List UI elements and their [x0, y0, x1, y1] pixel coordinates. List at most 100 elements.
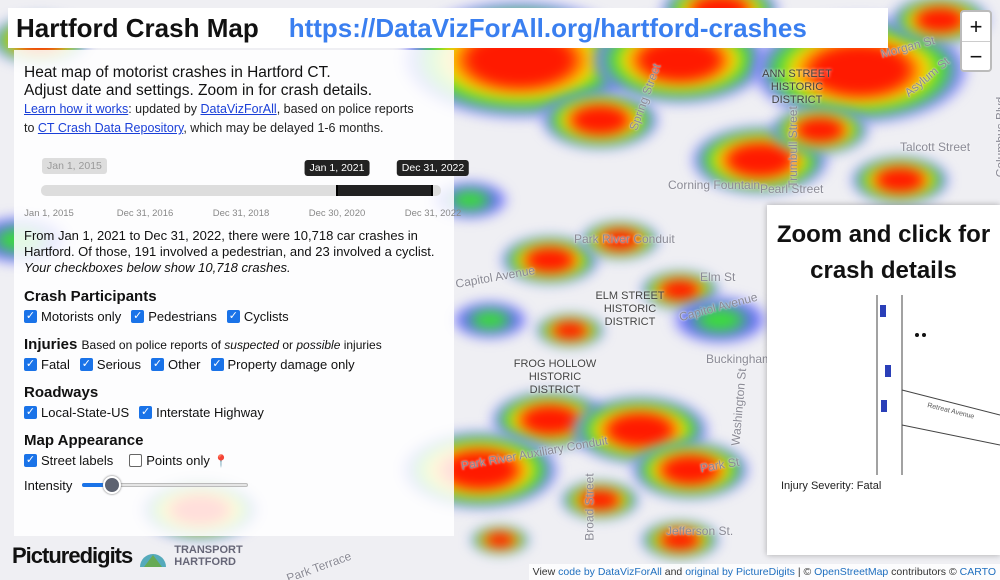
district-label: ANN STREET HISTORIC DISTRICT	[762, 68, 832, 106]
tick-label: Dec 31, 2018	[212, 208, 270, 219]
participants-checkbox[interactable]: ✓ Motorists only	[24, 309, 121, 324]
injuries-heading: Injuries Based on police reports of susp…	[24, 336, 444, 353]
street-label: Washington St	[728, 367, 750, 447]
check-icon: ✓	[24, 454, 37, 467]
label: Interstate Highway	[156, 405, 264, 420]
picturedigits-logo: Picturedigits	[12, 543, 133, 568]
title-bar: Hartford Crash Map https://DataVizForAll…	[8, 8, 888, 48]
learn-link[interactable]: Learn how it works	[24, 102, 129, 116]
label: Fatal	[41, 357, 70, 372]
heat-blob	[580, 220, 660, 260]
street-label: Park River Conduit	[574, 232, 675, 246]
participants-checkbox[interactable]: ✓ Pedestrians	[131, 309, 217, 324]
check-icon: ✓	[24, 406, 37, 419]
street-label: Trumbull Street	[785, 106, 800, 188]
label: Points only	[146, 453, 210, 468]
date-range-slider[interactable]: Jan 1, 2015 Jan 1, 2021 Dec 31, 2022 Jan…	[24, 156, 470, 222]
label: Cyclists	[243, 309, 289, 324]
injuries-checkbox[interactable]: ✓ Serious	[79, 357, 141, 372]
control-panel: Heat map of motorist crashes in Hartford…	[14, 50, 470, 536]
street-label: Buckingham	[706, 352, 773, 366]
label: Other	[167, 357, 201, 372]
street-label: Corning Fountain	[668, 178, 761, 192]
check-icon: ✓	[150, 358, 164, 371]
heat-blob	[560, 480, 640, 520]
intensity-label: Intensity	[24, 477, 73, 493]
intro-line-1: Heat map of motorist crashes in Hartford…	[24, 64, 331, 81]
start-handle-label[interactable]: Jan 1, 2021	[304, 160, 370, 176]
roadways-heading: Roadways	[24, 384, 99, 401]
district-label: FROG HOLLOW HISTORIC DISTRICT	[513, 358, 597, 396]
heat-blob	[770, 105, 870, 155]
credits: Learn how it works: updated by DataVizFo…	[24, 100, 444, 138]
points-only-checkbox[interactable]: Points only 📍	[129, 453, 229, 468]
tick-label: Dec 31, 2022	[404, 208, 462, 219]
street-label: Park Terrace	[284, 548, 354, 580]
intro-line-2: Adjust date and settings. Zoom in for cr…	[24, 82, 373, 99]
site-link[interactable]: https://DataVizForAll.org/hartford-crash…	[288, 12, 807, 43]
street-label: Broad Street	[582, 473, 597, 541]
heat-blob	[640, 520, 720, 560]
label: Local-State-US	[41, 405, 130, 420]
appearance-heading: Map Appearance	[24, 432, 144, 449]
repo-link[interactable]: CT Crash Data Repository	[37, 121, 184, 135]
tick-label: Jan 1, 2015	[24, 208, 74, 219]
street-label: Pearl Street	[760, 182, 824, 196]
slider-thumb[interactable]	[103, 476, 122, 494]
injuries-checkbox[interactable]: ✓ Other	[150, 357, 201, 372]
street-label: Columbus Blvd	[993, 96, 1000, 178]
osm-link[interactable]: OpenStreetMap	[814, 566, 889, 578]
tick-label: Dec 30, 2020	[308, 208, 366, 219]
transport-hartford-logo-icon	[140, 554, 167, 567]
roadways-checkbox[interactable]: ✓ Local-State-US	[24, 405, 129, 420]
diagram-street: Retreat Avenue	[927, 402, 975, 420]
heat-blob	[630, 440, 750, 500]
text: : updated by	[128, 102, 201, 116]
page-title: Hartford Crash Map	[16, 12, 259, 43]
logos: Picturedigits TRANSPORT HARTFORD	[12, 543, 243, 569]
zoom-out-button[interactable]: −	[962, 41, 990, 70]
label: Serious	[96, 357, 141, 372]
zoom-control: + −	[960, 10, 992, 72]
heat-blob	[450, 300, 530, 340]
slider-track	[41, 185, 441, 196]
checkbox-empty-icon	[129, 454, 143, 467]
street-label: Elm St	[700, 270, 736, 284]
check-icon: ✓	[131, 310, 145, 323]
street-label: Talcott Street	[900, 140, 971, 154]
zoom-in-button[interactable]: +	[969, 14, 983, 39]
text: , which may be delayed 1-6 months.	[183, 121, 384, 135]
datavizforall-link[interactable]: DataVizForAll	[200, 102, 277, 116]
attribution: View code by DataVizForAll and original …	[528, 564, 1000, 580]
label: Pedestrians	[148, 309, 217, 324]
intensity-slider[interactable]	[82, 476, 249, 494]
injuries-checkbox[interactable]: ✓ Property damage only	[210, 357, 355, 372]
carto-link[interactable]: CARTO	[959, 566, 996, 578]
heat-blob	[670, 295, 770, 345]
tick-label: Dec 31, 2016	[116, 208, 174, 219]
heat-blob	[535, 312, 605, 348]
check-icon: ✓	[24, 310, 37, 323]
check-icon: ✓	[139, 406, 153, 419]
original-link[interactable]: original by PictureDigits	[685, 566, 795, 578]
injury-severity: Injury Severity: Fatal	[781, 480, 882, 492]
summary: From Jan 1, 2021 to Dec 31, 2022, there …	[24, 228, 435, 259]
injuries-title: Injuries	[24, 336, 78, 353]
code-link[interactable]: code by DataVizForAll	[558, 566, 662, 578]
summary-text: From Jan 1, 2021 to Dec 31, 2022, there …	[24, 228, 444, 276]
popup-heading: Zoom and click for crash details	[776, 221, 991, 284]
participants-checkbox[interactable]: ✓ Cyclists	[226, 309, 289, 324]
label: Motorists only	[41, 309, 122, 324]
injuries-checkbox[interactable]: ✓ Fatal	[24, 357, 70, 372]
logo-text: TRANSPORT	[174, 544, 243, 556]
end-handle-label[interactable]: Dec 31, 2022	[396, 160, 470, 176]
participants-heading: Crash Participants	[24, 288, 157, 305]
street-labels-checkbox[interactable]: ✓ Street labels	[24, 453, 113, 468]
selected-range[interactable]	[336, 185, 433, 196]
label: Property damage only	[227, 357, 355, 372]
roadways-checkbox[interactable]: ✓ Interstate Highway	[139, 405, 264, 420]
crash-details-popup: Zoom and click for crash details Retreat…	[767, 205, 1000, 555]
injuries-note: Based on police reports of suspected or …	[81, 338, 382, 352]
text: , based on police reports	[276, 102, 414, 116]
heat-blob	[850, 155, 950, 205]
